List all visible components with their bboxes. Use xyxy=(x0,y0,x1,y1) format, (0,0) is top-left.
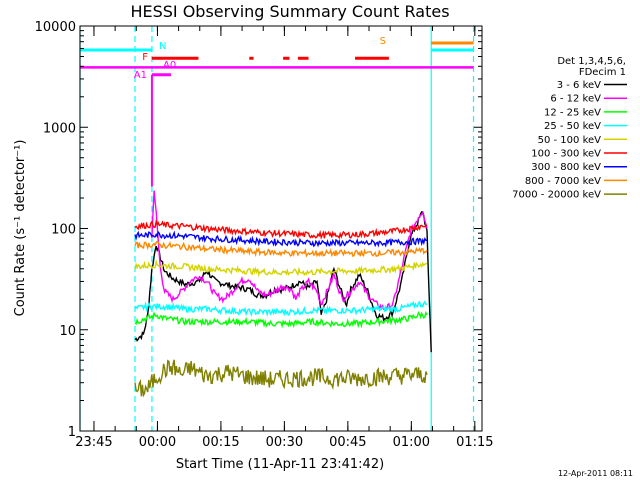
legend-header: FDecim 1 xyxy=(579,67,626,78)
legend-label: 300 - 800 keV xyxy=(531,162,601,173)
x-tick-label: 01:15 xyxy=(456,435,493,450)
y-tick-label: 1000 xyxy=(43,121,76,136)
y-tick-label: 100 xyxy=(51,223,76,238)
legend-header: Det 1,3,4,5,6, xyxy=(557,56,626,67)
series-line-8 xyxy=(134,240,428,258)
state-label-F: F xyxy=(142,52,148,63)
series-line-1 xyxy=(134,211,432,353)
x-tick-label: 23:45 xyxy=(75,435,112,450)
state-label-A0: A0 xyxy=(163,60,176,71)
x-tick-label: 01:00 xyxy=(393,435,430,450)
state-label-N: N xyxy=(159,41,166,52)
legend-label: 25 - 50 keV xyxy=(544,121,601,132)
series-line-4 xyxy=(134,300,428,318)
y-tick-label: 1 xyxy=(68,425,76,440)
legend-label: 50 - 100 keV xyxy=(538,135,602,146)
series-line-5 xyxy=(134,258,428,278)
legend-label: 800 - 7000 keV xyxy=(525,176,601,187)
series-line-7 xyxy=(134,230,428,248)
y-tick-label: 10000 xyxy=(35,20,76,35)
x-tick-label: 00:30 xyxy=(266,435,303,450)
y-tick-label: 10 xyxy=(59,324,76,339)
x-tick-label: 00:45 xyxy=(329,435,366,450)
chart-title: HESSI Observing Summary Count Rates xyxy=(130,2,449,21)
series-line-9 xyxy=(134,359,428,398)
state-label-A1: A1 xyxy=(134,70,147,81)
x-tick-label: 00:00 xyxy=(139,435,176,450)
legend-label: 7000 - 20000 keV xyxy=(512,190,601,201)
x-axis-label: Start Time (11-Apr-11 23:41:42) xyxy=(176,457,384,472)
timestamp: 12-Apr-2011 08:11 xyxy=(558,469,633,478)
legend-label: 6 - 12 keV xyxy=(550,94,601,105)
x-tick-label: 00:15 xyxy=(202,435,239,450)
series-line-6 xyxy=(134,218,428,240)
state-label-S: S xyxy=(380,36,386,47)
series-line-3 xyxy=(134,310,428,329)
y-axis-label: Count Rate (s⁻¹ detector⁻¹) xyxy=(13,140,28,317)
legend-label: 3 - 6 keV xyxy=(557,80,601,91)
series-line-2 xyxy=(151,190,428,312)
legend-label: 100 - 300 keV xyxy=(531,149,601,160)
legend-label: 12 - 25 keV xyxy=(544,107,601,118)
